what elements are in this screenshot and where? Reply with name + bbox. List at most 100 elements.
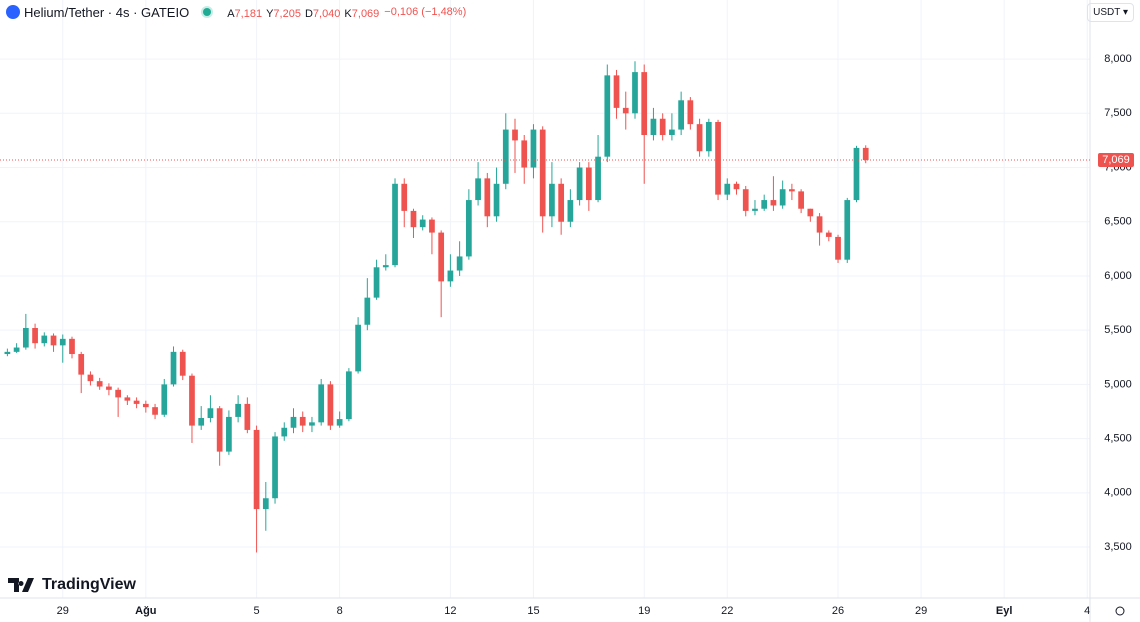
y-tick-label: 5,000: [1104, 378, 1132, 390]
currency: USDT: [1093, 7, 1121, 18]
x-tick-label: Eyl: [996, 605, 1013, 617]
candle-body: [521, 140, 528, 168]
candle-body: [512, 129, 518, 141]
ohlc-value: 7,205: [273, 7, 301, 20]
price-label-box: [1098, 153, 1134, 168]
candle-body: [779, 189, 786, 206]
candle-body: [96, 381, 103, 387]
candle-body: [558, 183, 565, 222]
x-tick-label: Ağu: [135, 605, 156, 617]
y-tick-label: 5,500: [1104, 324, 1132, 336]
candle-body: [456, 256, 463, 271]
price-label: 7,069: [1102, 154, 1130, 166]
x-tick-label: 22: [721, 605, 733, 617]
candle-body: [493, 183, 500, 217]
ohlc-key: A: [227, 7, 235, 20]
x-tick-label: 29: [915, 605, 927, 617]
candle-body: [502, 129, 509, 184]
candle-body: [770, 200, 777, 206]
settings-icon[interactable]: [1115, 606, 1125, 616]
candle-body: [309, 422, 315, 426]
candle-body: [50, 335, 57, 346]
candle-body: [595, 156, 601, 201]
candle-body: [13, 347, 20, 352]
candle-body: [742, 189, 749, 211]
candle-body: [715, 121, 721, 195]
candle-body: [336, 419, 343, 426]
candle-body: [438, 232, 445, 282]
candle-body: [862, 147, 869, 161]
x-tick-label: 15: [527, 605, 539, 617]
candle-body: [678, 100, 684, 130]
candle-body: [484, 178, 491, 217]
candle-body: [659, 118, 666, 135]
candle-body: [419, 219, 426, 228]
candle-body: [133, 400, 140, 404]
candle-body: [364, 297, 371, 325]
ohlc-value: 7,069: [351, 7, 380, 20]
candle-body: [613, 75, 620, 108]
candle-body: [290, 416, 297, 428]
candle-body: [475, 178, 481, 201]
candle-body: [622, 107, 629, 114]
candle-body: [632, 72, 638, 114]
status-dot: [203, 8, 212, 16]
x-tick-label: 8: [337, 605, 343, 617]
candle-body: [355, 324, 361, 372]
candle-body: [198, 418, 205, 426]
candle-body: [465, 200, 472, 257]
symbol[interactable]: Helium/Tether · 4s · GATEIO: [24, 4, 190, 20]
candle-body: [752, 208, 758, 211]
candle-body: [853, 147, 860, 201]
candle-body: [585, 167, 592, 201]
candle-body: [152, 407, 158, 415]
candle-body: [401, 183, 408, 211]
candle-body: [69, 338, 75, 355]
candle-body: [124, 397, 131, 401]
brand-name: TradingView: [42, 576, 136, 593]
candle-body: [41, 335, 48, 344]
y-tick-label: 3,500: [1104, 541, 1132, 553]
candle-body: [59, 338, 66, 346]
change: −0,106 (−1,48%): [384, 6, 467, 18]
candle-body: [576, 167, 583, 201]
candle-body: [216, 408, 223, 452]
candle-body: [382, 265, 389, 268]
candle-body: [170, 351, 177, 385]
candle-body: [106, 386, 112, 390]
candle-body: [142, 403, 149, 408]
ohlc-values: A7,181 Y7,205 D7,040 K7,069: [223, 5, 379, 20]
y-tick-label: 6,000: [1104, 270, 1132, 282]
symbol-icon: [6, 5, 20, 19]
candle-body: [410, 210, 417, 228]
candle-body: [669, 129, 675, 135]
candle-body: [549, 183, 555, 217]
candle-body: [115, 389, 121, 398]
x-tick-label: 19: [638, 605, 650, 617]
candle-body: [244, 403, 251, 430]
legend-header: Helium/Tether · 4s · GATEIO A7,181 Y7,205…: [6, 4, 466, 20]
candle-body: [807, 208, 814, 217]
candle-body: [161, 384, 168, 415]
x-tick-label: 5: [254, 605, 260, 617]
ohlc-value: 7,181: [234, 7, 263, 20]
y-tick-label: 8,000: [1104, 53, 1132, 65]
candle-body: [272, 436, 278, 499]
candle-body: [327, 384, 334, 426]
candle-body: [78, 354, 85, 375]
currency-dropdown[interactable]: USDT ▾: [1087, 3, 1134, 22]
candle-body: [373, 267, 380, 298]
candle-body: [262, 498, 269, 510]
candle-body: [835, 236, 841, 260]
candle-body: [761, 200, 768, 209]
candle-body: [530, 129, 537, 168]
y-tick-label: 4,500: [1104, 433, 1132, 445]
candle-body: [226, 416, 232, 452]
candle-body: [825, 232, 832, 237]
candle-body: [22, 328, 29, 348]
candle-body: [641, 72, 648, 135]
x-tick-label: 26: [832, 605, 844, 617]
candle-body: [346, 371, 352, 420]
